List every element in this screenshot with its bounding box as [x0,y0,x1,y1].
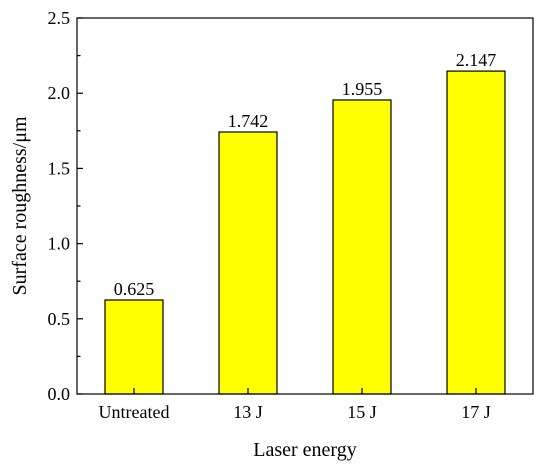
y-ticks-group: 0.0 0.5 1.0 1.5 2.0 2.5 [48,8,83,404]
data-label-1: 1.742 [228,111,269,131]
y-tick-label-5: 2.5 [48,8,71,28]
data-label-3: 2.147 [456,50,497,70]
bar-1 [218,131,278,395]
data-labels-group: 0.625 1.742 1.955 2.147 [114,50,497,299]
x-tick-label-2: 15 J [347,402,377,422]
y-tick-label-1: 0.5 [48,309,71,329]
x-tick-label-3: 17 J [461,402,491,422]
bar-2 [332,99,392,395]
plot-frame [76,17,534,395]
y-tick-label-4: 2.0 [48,83,71,103]
y-tick-label-2: 1.0 [48,234,71,254]
y-tick-label-0: 0.0 [48,384,71,404]
x-ticks-group: Untreated 13 J 15 J 17 J [99,388,491,422]
data-label-2: 1.955 [342,79,383,99]
y-axis-title: Surface roughness/μm [9,116,31,295]
bars-group [104,70,506,395]
x-tick-label-1: 13 J [233,402,263,422]
x-tick-label-0: Untreated [99,402,170,422]
x-axis-title: Laser energy [253,439,356,461]
bar-0 [104,299,164,395]
data-label-0: 0.625 [114,279,155,299]
bar-3 [446,70,506,395]
y-tick-label-3: 1.5 [48,158,71,178]
